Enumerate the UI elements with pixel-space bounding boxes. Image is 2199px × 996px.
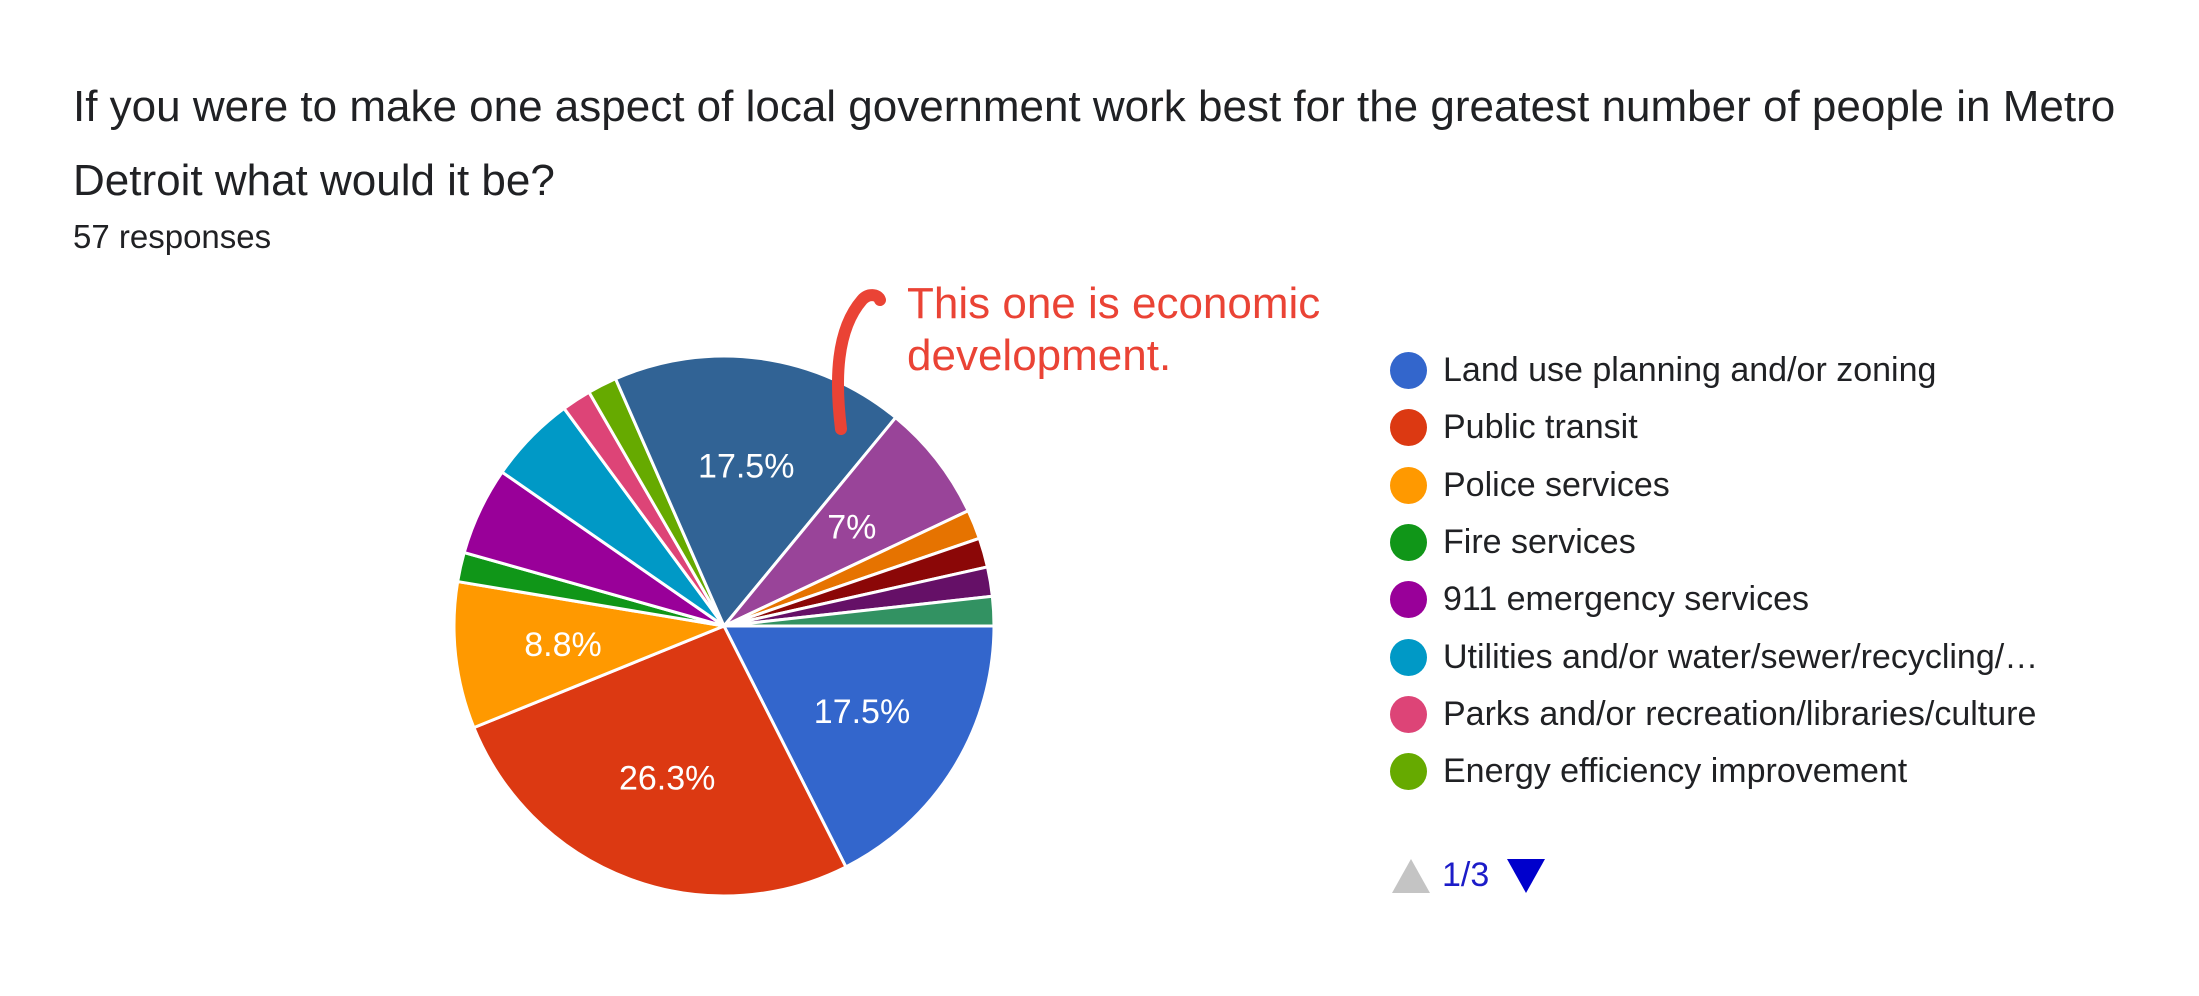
legend-item: Police services (1390, 457, 2038, 514)
pager-up-icon[interactable] (1392, 858, 1430, 893)
legend-label: Energy efficiency improvement (1443, 752, 1908, 791)
legend-label: 911 emergency services (1443, 580, 1809, 619)
legend-item: 911 emergency services (1390, 571, 2038, 628)
legend-item: Parks and/or recreation/libraries/cultur… (1390, 686, 2038, 743)
pie-slice-2 (452, 579, 730, 730)
pie-label-8: 17.5% (698, 448, 794, 486)
pie-label-9: 7% (827, 508, 876, 546)
legend-item: Public transit (1390, 399, 2038, 456)
pie-slice-8 (613, 354, 898, 629)
annotation-line-2: development. (907, 331, 1171, 380)
legend-label: Police services (1443, 465, 1670, 504)
legend-swatch (1390, 352, 1427, 390)
pie-slice-13 (723, 594, 996, 628)
pie-label-1: 26.3% (619, 760, 715, 798)
legend-swatch (1390, 638, 1427, 676)
legend-label: Parks and/or recreation/libraries/cultur… (1443, 694, 2037, 733)
legend-swatch (1390, 524, 1427, 562)
pager-down-icon[interactable] (1507, 858, 1546, 893)
pie-slice-1 (471, 624, 848, 898)
legend-item: Utilities and/or water/sewer/recycling/… (1390, 628, 2038, 685)
pie-labels: 17.5% 26.3% 8.8% 17.5% 7% (524, 448, 910, 798)
annotation-line-1: This one is economic (907, 279, 1320, 328)
pie-label-0: 17.5% (814, 693, 910, 731)
legend-label: Public transit (1443, 408, 1638, 447)
pie-slices (452, 354, 996, 898)
legend-item: Land use planning and/or zoning (1390, 342, 2038, 399)
legend-label: Fire services (1443, 523, 1636, 562)
legend-swatch (1390, 695, 1427, 733)
legend-label: Utilities and/or water/sewer/recycling/… (1443, 637, 2039, 676)
legend-pager: 1/3 (1392, 856, 1546, 895)
pie-slice-9 (722, 415, 971, 628)
pie-slice-0 (721, 624, 996, 869)
pager-text: 1/3 (1442, 856, 1490, 894)
annotation: This one is economic development. (832, 279, 1320, 435)
legend-label: Land use planning and/or zoning (1443, 351, 1937, 390)
legend-item: Energy efficiency improvement (1390, 743, 2038, 800)
legend-swatch (1390, 753, 1427, 791)
chart-legend: Land use planning and/or zoning Public tr… (1390, 342, 2038, 800)
legend-swatch (1390, 466, 1427, 504)
response-count: 57 responses (73, 218, 272, 255)
pie-label-2: 8.8% (524, 626, 602, 664)
legend-item: Fire services (1390, 514, 2038, 571)
legend-swatch (1390, 581, 1427, 619)
legend-swatch (1390, 409, 1427, 447)
annotation-stroke (832, 289, 886, 435)
question-title: If you were to make one aspect of local … (73, 82, 2116, 205)
